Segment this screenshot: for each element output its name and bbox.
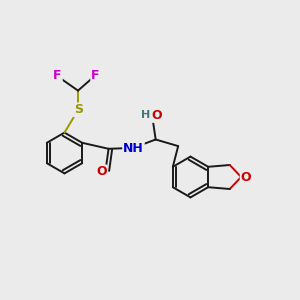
Text: O: O [241,170,251,184]
Text: S: S [74,103,83,116]
Text: F: F [91,69,100,82]
Text: O: O [152,109,163,122]
Text: F: F [53,69,62,82]
Text: H: H [141,110,151,121]
Text: NH: NH [123,142,144,155]
Text: O: O [96,165,107,178]
